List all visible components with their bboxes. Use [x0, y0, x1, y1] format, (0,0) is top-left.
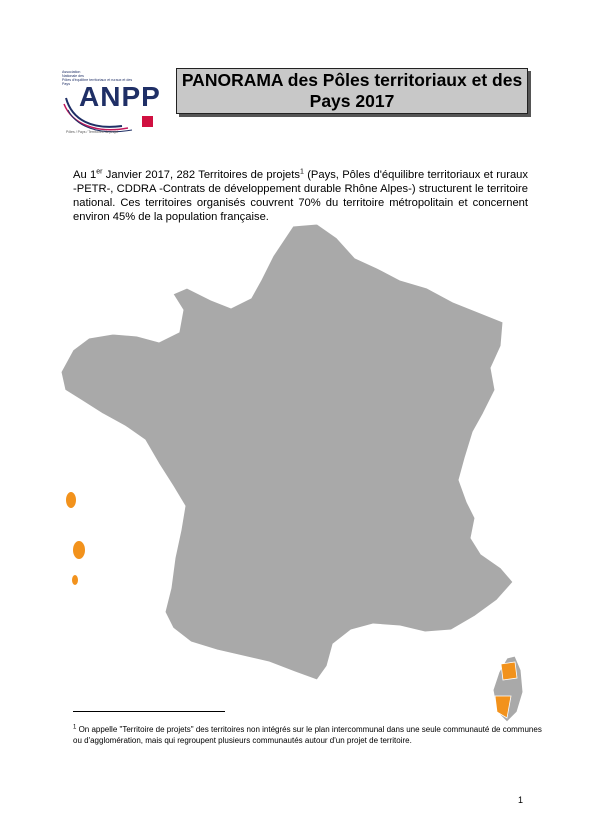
title-box: PANORAMA des Pôles territoriaux et des P…: [176, 68, 528, 114]
page-title: PANORAMA des Pôles territoriaux et des P…: [181, 70, 523, 111]
footnote: 1 On appelle "Territoire de projets" des…: [73, 724, 543, 746]
intro-paragraph: Au 1er Janvier 2017, 282 Territoires de …: [73, 168, 528, 224]
france-territories-map: [60, 223, 524, 723]
island-ile-de-re: [73, 541, 85, 559]
logo-tagline: Pôles / Pays / Territoires de projet: [66, 130, 119, 134]
intro-superscript-1: er: [96, 168, 103, 176]
intro-part-1: Au 1: [73, 169, 97, 182]
footnote-separator: [73, 711, 225, 712]
footnote-marker: 1: [73, 724, 77, 731]
intro-part-3: (Pays, Pôles d'équilibre territoriaux et…: [73, 169, 528, 224]
anpp-logo: Association Nationale des Pôles d'équili…: [62, 70, 170, 140]
island-ile-d-oleron: [72, 575, 78, 585]
logo-brand: ANPP: [79, 81, 161, 112]
intro-part-2: Janvier 2017, 282 Territoires de projets: [102, 169, 300, 182]
footnote-reference[interactable]: 1: [299, 168, 304, 176]
logo-swoosh-icon: [63, 97, 153, 133]
page-number: 1: [518, 795, 524, 805]
island-ile-d-yeu: [66, 492, 76, 508]
logo-association-text: Association Nationale des Pôles d'équili…: [62, 70, 133, 86]
footnote-text: On appelle "Territoire de projets" des t…: [73, 725, 542, 745]
